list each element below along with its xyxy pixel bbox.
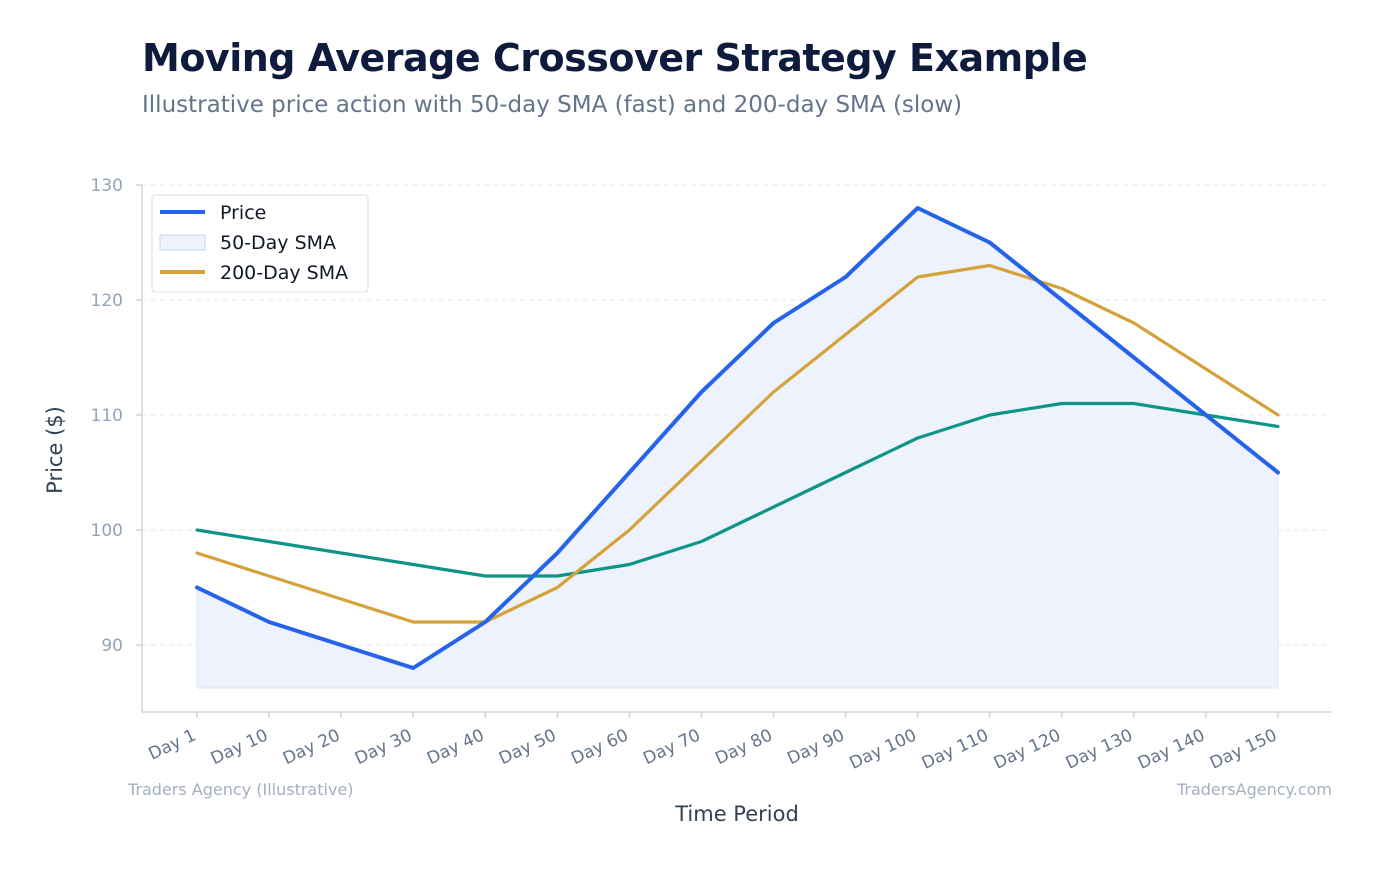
x-tick-label: Day 50 — [496, 725, 559, 769]
x-axis-title: Time Period — [674, 802, 799, 826]
legend-label-200-day-sma: 200-Day SMA — [220, 262, 348, 284]
y-tick-label: 120 — [91, 291, 123, 311]
x-tick-label: Day 40 — [424, 725, 487, 769]
footnote-left: Traders Agency (Illustrative) — [127, 780, 354, 799]
legend: Price 50-Day SMA 200-Day SMA — [151, 194, 369, 293]
x-tick-label: Day 80 — [712, 725, 775, 769]
x-tick-label: Day 150 — [1207, 725, 1280, 773]
x-tick-label: Day 90 — [784, 725, 847, 769]
series-line-price — [195, 206, 1280, 670]
legend-swatch-50-day-sma — [159, 234, 206, 251]
y-tick-label: 100 — [91, 521, 123, 541]
y-tick-label: 90 — [101, 636, 123, 656]
x-tick-label: Day 120 — [991, 725, 1064, 773]
footnote-right: TradersAgency.com — [1176, 780, 1332, 799]
y-tick-label: 130 — [91, 176, 123, 196]
x-tick-label: Day 1 — [146, 725, 200, 764]
x-tick-label: Day 130 — [1063, 725, 1136, 773]
x-tick-label: Day 140 — [1135, 725, 1208, 773]
series-line-200-day-sma — [195, 401, 1280, 578]
x-tick-label: Day 100 — [847, 725, 920, 773]
x-tick-label: Day 60 — [568, 725, 631, 769]
y-axis-title: Price ($) — [43, 406, 67, 494]
x-tick-label: Day 30 — [352, 725, 415, 769]
x-tick-label: Day 10 — [208, 725, 271, 769]
legend-box — [151, 194, 369, 293]
x-tick-label: Day 20 — [280, 725, 343, 769]
series-line-50-day-sma — [195, 263, 1280, 624]
x-tick-label: Day 70 — [640, 725, 703, 769]
x-tick-label: Day 110 — [919, 725, 992, 773]
chart-subtitle: Illustrative price action with 50-day SM… — [142, 92, 963, 118]
x-ticks: Day 1 Day 10 Day 20 Day 30 Day 40 Day 50 Day 6… — [146, 712, 1280, 774]
chart-title: Moving Average Crossover Strategy Exampl… — [142, 36, 1088, 80]
y-tick-label: 110 — [91, 406, 123, 426]
series-lines — [195, 206, 1280, 670]
y-ticks: 90 100 110 120 130 — [91, 176, 142, 656]
legend-label-50-day-sma: 50-Day SMA — [220, 232, 336, 254]
legend-label-price: Price — [220, 202, 266, 224]
